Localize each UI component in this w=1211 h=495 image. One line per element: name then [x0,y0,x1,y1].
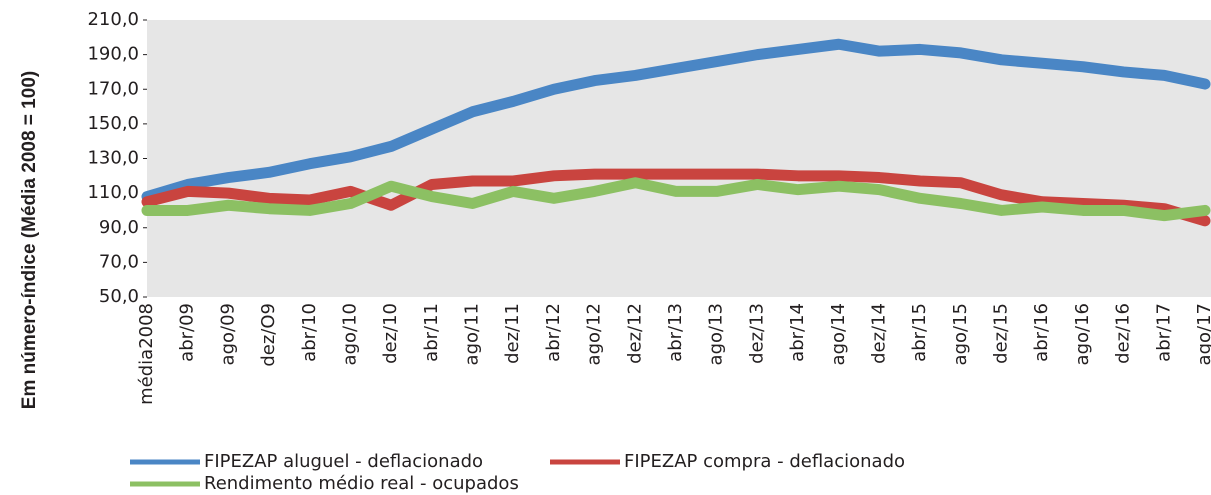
y-tick-label: 70,0 [99,251,139,272]
x-tick-label: dez/14 [868,303,889,364]
y-tick-label: 110,0 [87,182,139,203]
legend-label: FIPEZAP compra - deflacionado [624,451,905,472]
x-tick-label: ago/10 [339,303,360,365]
x-tick-label: dez/O9 [258,303,279,367]
y-tick-label: 130,0 [87,148,139,169]
x-tick-label: abr/14 [787,303,808,362]
x-tick-label: dez/15 [991,303,1012,364]
x-tick-label: abr/15 [909,303,930,362]
x-tick-label: dez/13 [746,303,767,364]
x-tick-label: média2008 [136,303,157,405]
y-tick-label: 190,0 [87,44,139,65]
x-tick-label: ago/09 [217,303,238,365]
x-tick-label: ago/17 [1194,303,1211,365]
x-tick-label: abr/09 [177,303,198,362]
series-line [141,38,1211,203]
y-tick-label: 90,0 [99,217,139,238]
x-tick-label: dez/16 [1113,303,1134,364]
x-tick-label: abr/17 [1153,303,1174,362]
x-tick-label: ago/14 [828,303,849,365]
x-tick-label: dez/11 [502,303,523,364]
y-tick-label: 50,0 [99,286,139,307]
x-tick-label: dez/12 [624,303,645,364]
x-tick-label: ago/13 [706,303,727,365]
x-tick-label: abr/12 [543,303,564,362]
legend-label: Rendimento médio real - ocupados [204,473,519,494]
y-tick-label: 150,0 [87,113,139,134]
x-tick-label: abr/13 [665,303,686,362]
y-tick-label: 210,0 [87,9,139,30]
series-line [141,168,1211,227]
x-tick-label: ago/15 [950,303,971,365]
y-axis-title: Em número-índice (Média 2008 = 100) [19,71,40,409]
x-tick-label: abr/10 [299,303,320,362]
x-tick-label: ago/16 [1072,303,1093,365]
x-tick-label: abr/11 [421,303,442,362]
x-tick-label: abr/16 [1031,303,1052,362]
x-tick-label: ago/12 [584,303,605,365]
x-tick-label: ago/11 [462,303,483,365]
y-tick-label: 170,0 [87,78,139,99]
x-tick-label: dez/10 [380,303,401,364]
legend-label: FIPEZAP aluguel - deflacionado [204,451,483,472]
series-line [141,177,1211,222]
